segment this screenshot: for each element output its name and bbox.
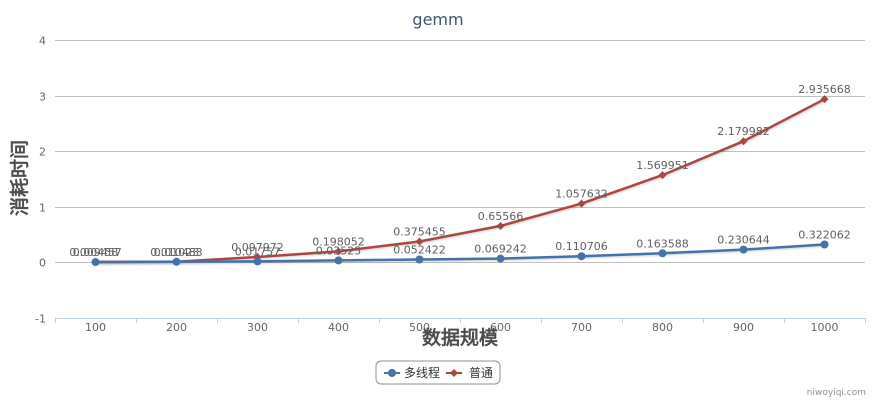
data-label: 2.935668 [798, 83, 851, 96]
legend[interactable]: 多线程 普通 [375, 360, 501, 385]
data-label: 0.01023 [154, 246, 200, 259]
data-point[interactable] [577, 252, 586, 261]
y-tick-label: -1 [35, 313, 46, 326]
y-axis: -1 0 1 2 3 4 [35, 35, 46, 326]
legend-marker-normal [450, 369, 458, 377]
x-tick-label: 900 [733, 321, 754, 334]
legend-item-normal[interactable]: 普通 [446, 366, 493, 380]
data-point[interactable] [253, 257, 262, 266]
x-tick-label: 400 [328, 321, 349, 334]
data-point[interactable] [820, 95, 829, 104]
y-tick-label: 0 [39, 257, 46, 270]
data-point[interactable] [415, 255, 424, 264]
x-tick-label: 200 [166, 321, 187, 334]
x-tick-label: 300 [247, 321, 268, 334]
data-point[interactable] [739, 245, 748, 254]
data-label: 0.01757 [235, 245, 281, 258]
series-line [94, 97, 826, 264]
data-label: 0.65566 [478, 210, 524, 223]
x-tick-label: 600 [490, 321, 511, 334]
data-label: 0.009457 [69, 246, 122, 259]
series-multithread[interactable] [91, 240, 829, 267]
data-label: 0.03525 [316, 244, 362, 257]
data-label: 0.198052 [312, 235, 365, 248]
data-label: 0.110706 [555, 240, 608, 253]
data-point[interactable] [415, 237, 424, 246]
x-axis-title: 数据规模 [422, 326, 499, 349]
grid-lines [55, 40, 865, 263]
data-point[interactable] [334, 247, 343, 256]
x-tick-label: 500 [409, 321, 430, 334]
x-tick-label: 700 [571, 321, 592, 334]
data-point[interactable] [577, 199, 586, 208]
x-axis: 100 200 300 400 500 600 700 800 900 1000 [55, 318, 866, 334]
data-label: 0.010483 [150, 246, 203, 259]
data-label: 0.097972 [231, 241, 284, 254]
legend-box [375, 360, 501, 385]
data-point[interactable] [658, 171, 667, 180]
data-point[interactable] [496, 254, 505, 263]
data-label: 1.057632 [555, 188, 608, 201]
data-point[interactable] [820, 240, 829, 249]
credits[interactable]: niwoyiqi.com [807, 388, 866, 398]
series-group [91, 95, 829, 267]
series-line [94, 243, 826, 264]
data-label: 0.163588 [636, 237, 689, 250]
y-axis-title: 消耗时间 [8, 140, 31, 216]
data-label: 0.375455 [393, 226, 446, 239]
data-label: 0.230644 [717, 234, 770, 247]
data-point[interactable] [334, 256, 343, 265]
x-tick-label: 1000 [811, 321, 839, 334]
y-tick-label: 3 [39, 91, 46, 104]
data-label: 2.179982 [717, 125, 770, 138]
chart-title: gemm [412, 10, 463, 29]
legend-label-multithread: 多线程 [404, 365, 440, 380]
data-labels: 0.00458 0.01023 0.01757 0.03525 0.052422 0.06… [69, 83, 851, 259]
y-tick-label: 1 [39, 202, 46, 215]
data-point[interactable] [91, 258, 100, 267]
data-label: 0.069242 [474, 243, 527, 256]
y-tick-label: 4 [39, 35, 46, 48]
x-tick-label: 800 [652, 321, 673, 334]
data-label: 0.052422 [393, 244, 446, 257]
y-tick-label: 2 [39, 146, 46, 159]
x-tick-label: 100 [85, 321, 106, 334]
legend-label-normal: 普通 [469, 366, 493, 380]
legend-item-multithread[interactable]: 多线程 [384, 365, 440, 380]
legend-marker-multithread [388, 369, 396, 377]
data-point[interactable] [496, 221, 505, 230]
data-label: 0.00458 [73, 246, 119, 259]
data-point[interactable] [658, 249, 667, 258]
data-label: 1.569951 [636, 159, 689, 172]
data-point[interactable] [172, 257, 181, 266]
data-point[interactable] [739, 137, 748, 146]
data-label: 0.322062 [798, 229, 851, 242]
